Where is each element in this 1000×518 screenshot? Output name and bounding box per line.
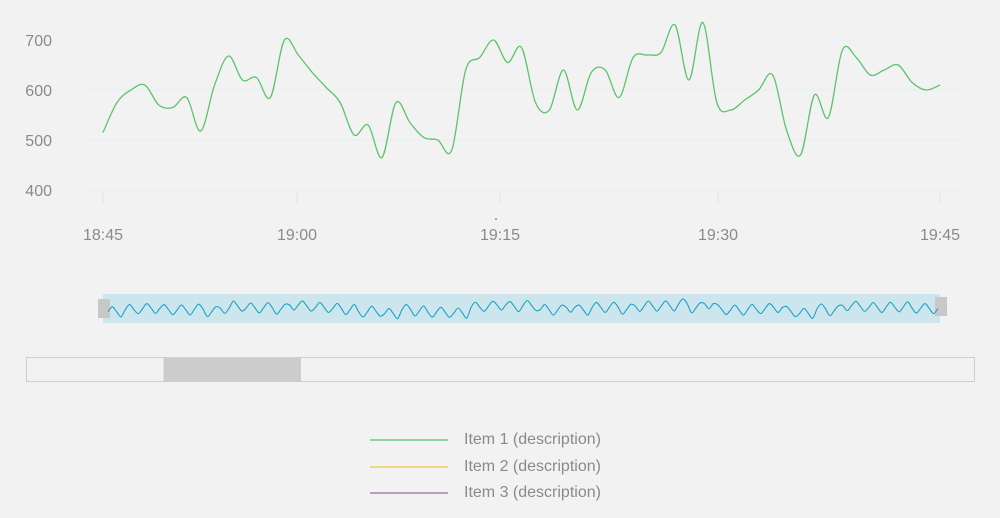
y-tick-label: 700 — [25, 33, 52, 50]
y-tick-label: 400 — [25, 183, 52, 200]
navigator-handle-right[interactable] — [935, 297, 947, 316]
navigator[interactable] — [98, 294, 947, 323]
axis-marker-dot — [495, 218, 497, 220]
legend-label-item-3: Item 3 (description) — [464, 484, 601, 501]
legend: Item 1 (description) Item 2 (description)… — [370, 431, 601, 501]
y-tick-label: 600 — [25, 83, 52, 100]
legend-label-item-1: Item 1 (description) — [464, 431, 601, 448]
x-tick-label: 19:00 — [277, 227, 317, 244]
navigator-handle-left[interactable] — [98, 299, 110, 318]
x-tick-label: 19:15 — [480, 227, 520, 244]
x-axis: 18:45 19:00 19:15 19:30 19:45 — [83, 193, 960, 244]
x-tick-label: 18:45 — [83, 227, 123, 244]
x-tick-label: 19:45 — [920, 227, 960, 244]
legend-label-item-2: Item 2 (description) — [464, 458, 601, 475]
series-line-item-1 — [102, 21, 941, 159]
y-axis: 400 500 600 700 — [25, 33, 52, 200]
scrollbar[interactable] — [26, 357, 975, 383]
y-tick-label: 500 — [25, 133, 52, 150]
grid-lines — [88, 39, 960, 191]
scrollbar-thumb[interactable] — [163, 358, 301, 382]
x-tick-label: 19:30 — [698, 227, 738, 244]
main-plot-area — [102, 21, 941, 220]
navigator-series-line — [107, 298, 939, 320]
